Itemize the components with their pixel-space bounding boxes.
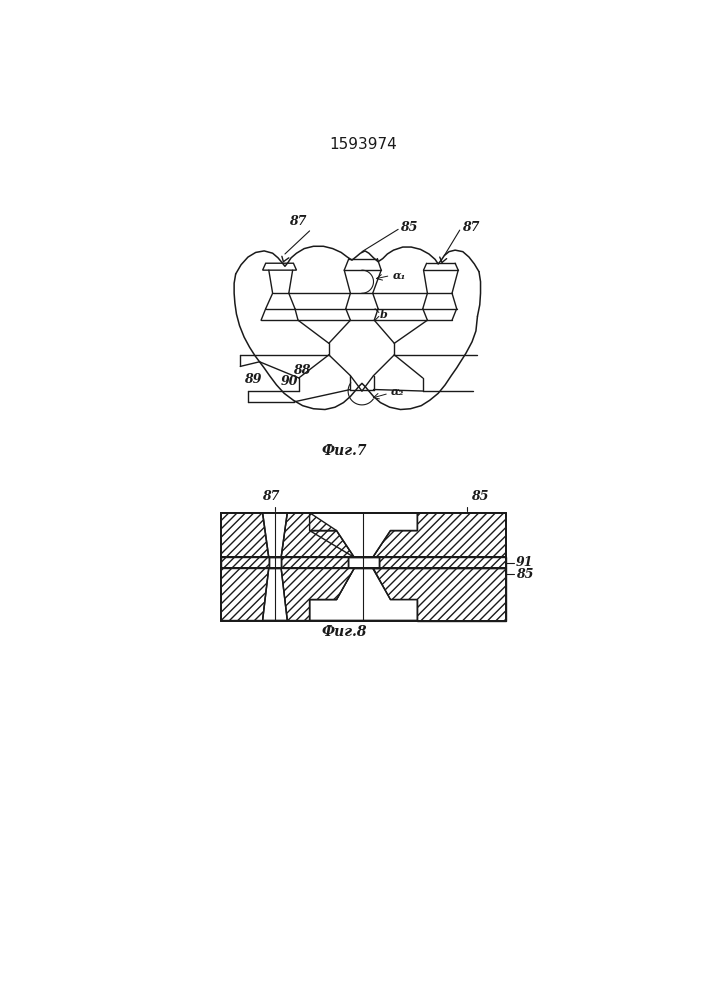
Text: 85: 85 [400, 221, 418, 234]
Polygon shape [281, 568, 354, 620]
Text: 85: 85 [516, 568, 534, 581]
Polygon shape [221, 513, 269, 557]
Text: b: b [380, 309, 387, 320]
Text: 87: 87 [462, 221, 479, 234]
Polygon shape [310, 513, 417, 557]
Polygon shape [221, 568, 354, 620]
Text: 85: 85 [472, 490, 489, 503]
Polygon shape [262, 263, 296, 270]
Polygon shape [221, 557, 348, 568]
Text: 1593974: 1593974 [329, 137, 397, 152]
Polygon shape [348, 557, 379, 568]
Polygon shape [373, 568, 506, 620]
Text: 87: 87 [262, 490, 280, 503]
Polygon shape [221, 513, 354, 557]
Text: α₁: α₁ [393, 270, 406, 281]
Polygon shape [262, 513, 287, 557]
Text: α₂: α₂ [390, 386, 404, 397]
Polygon shape [262, 568, 287, 620]
Polygon shape [373, 513, 506, 557]
Text: 87: 87 [289, 215, 307, 228]
Text: 91: 91 [516, 556, 534, 569]
Polygon shape [221, 568, 269, 620]
Polygon shape [281, 513, 354, 557]
Text: Фиг.8: Фиг.8 [322, 625, 367, 639]
Polygon shape [269, 557, 281, 568]
Text: 89: 89 [244, 373, 261, 386]
Text: 88: 88 [293, 364, 310, 377]
Text: Фиг.7: Фиг.7 [322, 444, 367, 458]
Polygon shape [379, 557, 506, 568]
Text: 90: 90 [281, 375, 298, 388]
Polygon shape [221, 557, 269, 568]
Polygon shape [310, 568, 417, 620]
Polygon shape [281, 557, 348, 568]
